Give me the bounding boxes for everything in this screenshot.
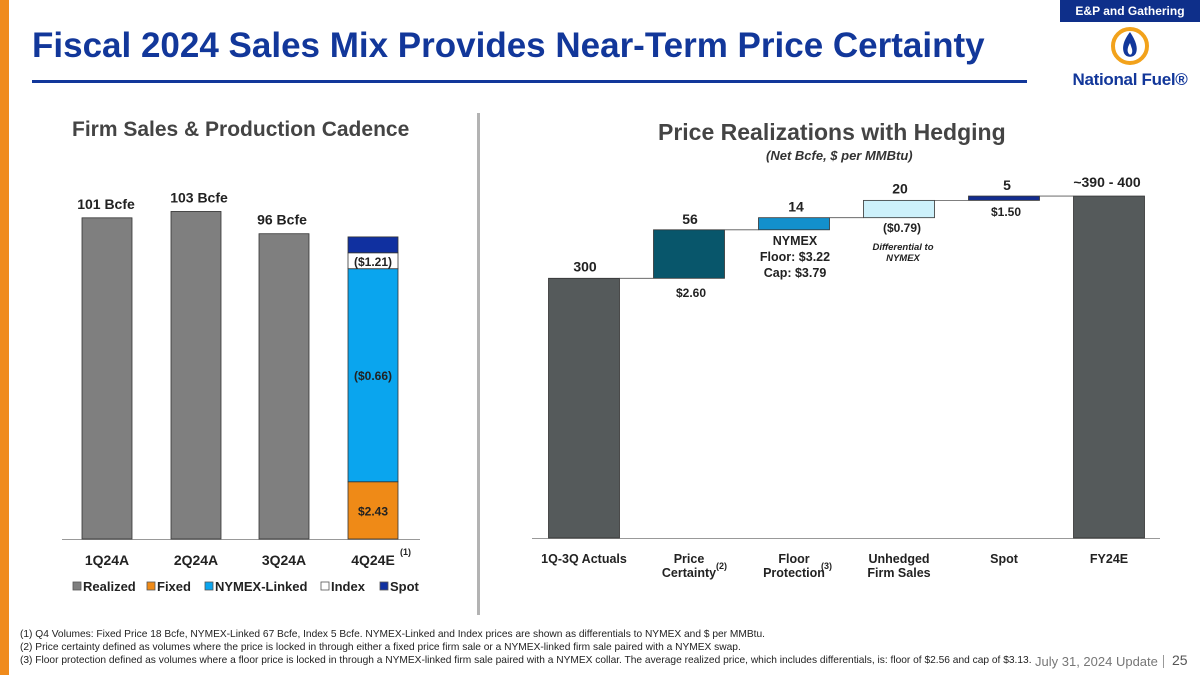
legend-swatch-index bbox=[320, 581, 330, 591]
legend-label-fixed: Fixed bbox=[157, 579, 191, 594]
category-label-3q24a: 3Q24A bbox=[262, 552, 306, 568]
legend-label-nymex-linked: NYMEX-Linked bbox=[215, 579, 308, 594]
legend-label-spot: Spot bbox=[390, 579, 420, 594]
floor-note-line-1: NYMEX bbox=[773, 234, 818, 248]
footnotes: (1) Q4 Volumes: Fixed Price 18 Bcfe, NYM… bbox=[20, 628, 1032, 667]
segment-label-index: ($1.21) bbox=[354, 255, 392, 269]
legend-swatch-nymex-linked bbox=[204, 581, 214, 591]
value-label-spot: 5 bbox=[1003, 177, 1011, 193]
category-label-4q24e: 4Q24E bbox=[351, 552, 395, 568]
waterfall-bar-1q-3q-actuals bbox=[548, 277, 620, 539]
category-label-1q-3q-actuals: 1Q-3Q Actuals bbox=[541, 552, 627, 566]
bar-realized-3q24a bbox=[258, 233, 310, 540]
unhedged-note-line-2: NYMEX bbox=[886, 253, 920, 264]
value-label-price-certainty: 56 bbox=[682, 211, 698, 227]
category-label-price-certainty-line-1: Price bbox=[674, 552, 705, 566]
value-label-fy24e: ~390 - 400 bbox=[1073, 174, 1141, 190]
unhedged-note-line-1: Differential to bbox=[872, 242, 933, 253]
waterfall-bar-fy24e bbox=[1073, 195, 1145, 539]
footnote-1: (1) Q4 Volumes: Fixed Price 18 Bcfe, NYM… bbox=[20, 629, 765, 640]
category-label-unhedged-firm-sales-line-2: Firm Sales bbox=[867, 566, 930, 580]
legend-label-index: Index bbox=[331, 579, 366, 594]
category-superscript-4q24e: (1) bbox=[400, 547, 411, 557]
category-label-price-certainty-line-2: Certainty bbox=[662, 566, 716, 580]
accent-bar bbox=[0, 0, 9, 675]
bar-realized-1q24a bbox=[81, 217, 133, 540]
bar-realized-2q24a bbox=[170, 211, 222, 540]
footer-separator bbox=[1163, 655, 1164, 668]
value-label-floor-protection: 14 bbox=[788, 199, 804, 215]
left-chart-title: Firm Sales & Production Cadence bbox=[72, 118, 410, 141]
category-superscript-floor-protection: (3) bbox=[821, 561, 832, 571]
value-label-1q-3q-actuals: 300 bbox=[573, 258, 597, 274]
legend-swatch-spot bbox=[379, 581, 389, 591]
value-label-unhedged-firm-sales: 20 bbox=[892, 180, 908, 196]
category-label-spot: Spot bbox=[990, 552, 1019, 566]
waterfall-bar-unhedged-firm-sales bbox=[863, 199, 935, 219]
category-label-unhedged-firm-sales-line-1: Unhedged bbox=[868, 552, 929, 566]
floor-note-line-2: Floor: $3.22 bbox=[760, 250, 830, 264]
category-label-fy24e: FY24E bbox=[1090, 552, 1128, 566]
footer-date: July 31, 2024 Update bbox=[1035, 654, 1158, 669]
section-divider bbox=[477, 113, 480, 615]
waterfall-bar-floor-protection bbox=[758, 217, 830, 231]
category-label-2q24a: 2Q24A bbox=[174, 552, 218, 568]
page-title: Fiscal 2024 Sales Mix Provides Near-Term… bbox=[32, 26, 985, 65]
category-label-floor-protection-line-2: Protection bbox=[763, 566, 825, 580]
bar-spot-4q24e bbox=[347, 236, 399, 254]
segment-label-nymex-linked: ($0.66) bbox=[354, 369, 392, 383]
total-label-2q24a: 103 Bcfe bbox=[170, 189, 228, 205]
total-label-1q24a: 101 Bcfe bbox=[77, 196, 135, 212]
category-label-1q24a: 1Q24A bbox=[85, 552, 129, 568]
footnote-2: (2) Price certainty defined as volumes w… bbox=[20, 642, 741, 653]
category-superscript-price-certainty: (2) bbox=[716, 561, 727, 571]
national-fuel-logo: National Fuel® bbox=[1068, 26, 1192, 94]
flame-icon bbox=[1111, 27, 1149, 65]
waterfall-bar-spot bbox=[968, 195, 1040, 201]
waterfall-bar-price-certainty bbox=[653, 229, 725, 279]
right-chart-title: Price Realizations with Hedging bbox=[658, 119, 1006, 145]
spot-price: $1.50 bbox=[991, 205, 1021, 219]
legend-swatch-fixed bbox=[146, 581, 156, 591]
price-realization-chart: 300 56 14 20 5 ~390 - 400 $2.60 NYMEX Floor: $3.… bbox=[532, 174, 1160, 580]
total-label-3q24a: 96 Bcfe bbox=[257, 212, 307, 228]
segment-label-fixed: $2.43 bbox=[358, 504, 388, 518]
firm-sales-chart: 101 Bcfe 1Q24A 103 Bcfe 2Q24A 96 Bcfe 3Q24A $2… bbox=[62, 189, 420, 594]
bar-nymex-linked-4q24e bbox=[347, 268, 399, 483]
unhedged-price: ($0.79) bbox=[883, 221, 921, 235]
page-number: 25 bbox=[1172, 652, 1188, 668]
right-chart-subtitle: (Net Bcfe, $ per MMBtu) bbox=[766, 148, 913, 163]
section-tag: E&P and Gathering bbox=[1060, 0, 1200, 22]
footnote-3: (3) Floor protection defined as volumes … bbox=[20, 655, 1032, 666]
title-rule bbox=[32, 80, 1027, 83]
logo-text: National Fuel® bbox=[1072, 70, 1188, 89]
legend-label-realized: Realized bbox=[83, 579, 136, 594]
bar-fixed-4q24e bbox=[347, 481, 399, 540]
floor-note-line-3: Cap: $3.79 bbox=[764, 266, 827, 280]
price-certainty-price: $2.60 bbox=[676, 286, 706, 300]
legend-swatch-realized bbox=[72, 581, 82, 591]
category-label-floor-protection-line-1: Floor bbox=[778, 552, 809, 566]
